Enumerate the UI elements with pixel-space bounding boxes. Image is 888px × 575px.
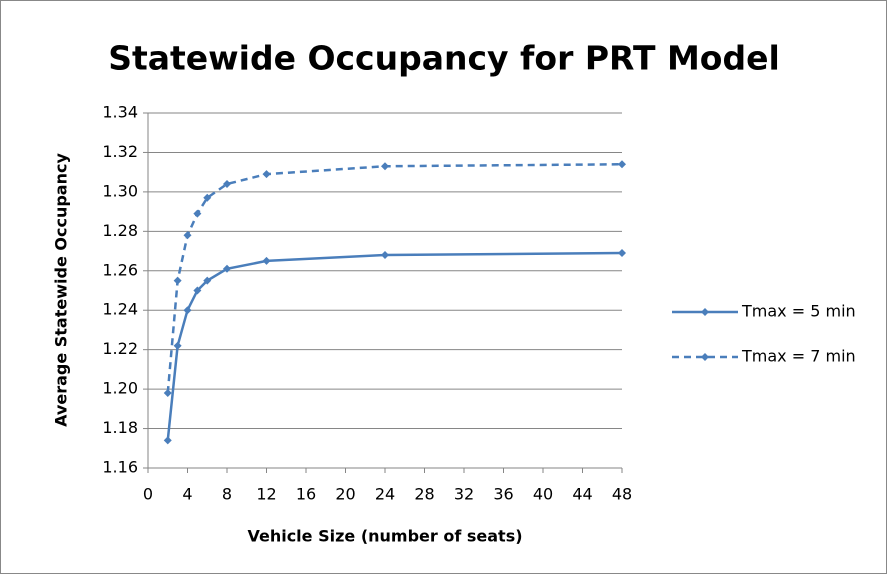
x-tick-label: 44: [572, 485, 592, 504]
y-tick-label: 1.24: [102, 300, 138, 319]
data-point: [203, 193, 212, 202]
data-point: [173, 341, 182, 350]
y-tick-label: 1.18: [102, 418, 138, 437]
x-tick-label: 12: [256, 485, 276, 504]
x-tick-label: 8: [222, 485, 232, 504]
x-tick-label: 0: [143, 485, 153, 504]
legend-label: Tmax = 5 min: [741, 302, 856, 321]
x-tick-label: 24: [375, 485, 395, 504]
data-point: [193, 286, 202, 295]
x-tick-label: 36: [493, 485, 513, 504]
data-point: [381, 251, 389, 259]
y-tick-label: 1.32: [102, 142, 138, 161]
y-tick-label: 1.34: [102, 103, 138, 122]
data-point: [203, 276, 212, 285]
data-point: [173, 276, 182, 285]
x-axis-label: Vehicle Size (number of seats): [247, 527, 522, 546]
data-point: [262, 256, 271, 265]
y-tick-label: 1.22: [102, 339, 138, 358]
data-point: [618, 249, 626, 258]
data-point: [163, 389, 172, 398]
legend-marker: [701, 308, 709, 316]
data-point: [163, 436, 172, 445]
x-tick-label: 28: [414, 485, 434, 504]
y-axis-label: Average Statewide Occupancy: [52, 153, 71, 427]
data-point: [262, 170, 271, 179]
legend-marker: [701, 353, 709, 361]
data-point: [223, 180, 231, 188]
x-tick-label: 16: [296, 485, 316, 504]
y-tick-label: 1.16: [102, 458, 138, 477]
legend-label: Tmax = 7 min: [741, 347, 856, 366]
x-tick-label: 40: [533, 485, 553, 504]
data-point: [183, 231, 192, 240]
y-tick-label: 1.20: [102, 379, 138, 398]
y-tick-label: 1.28: [102, 221, 138, 240]
y-tick-label: 1.30: [102, 181, 138, 200]
data-point: [381, 162, 389, 171]
data-point: [183, 306, 192, 315]
x-tick-label: 32: [454, 485, 474, 504]
x-tick-label: 48: [612, 485, 632, 504]
data-point: [223, 264, 231, 273]
data-point: [193, 209, 202, 218]
x-tick-label: 4: [182, 485, 192, 504]
x-tick-label: 20: [335, 485, 355, 504]
data-point: [618, 160, 626, 169]
chart-title: Statewide Occupancy for PRT Model: [108, 39, 780, 78]
y-tick-label: 1.26: [102, 260, 138, 279]
